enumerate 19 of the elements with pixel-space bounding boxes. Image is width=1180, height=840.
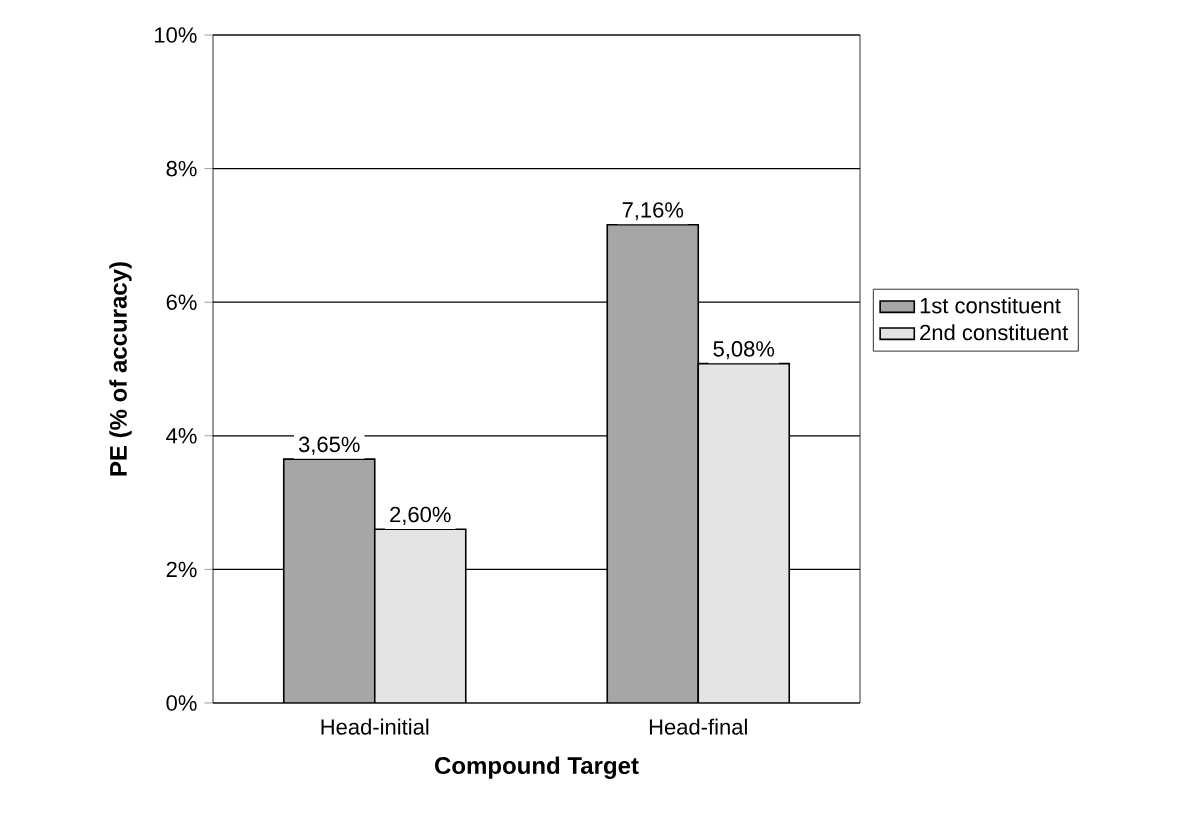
data-label: 3,65%: [298, 436, 360, 455]
data-label: 7,16%: [622, 202, 684, 221]
x-tick-label: Head-initial: [321, 718, 429, 735]
y-tick-label: 4%: [166, 428, 197, 444]
legend-label: 2nd constituent: [920, 324, 1069, 341]
legend-label: 1st constituent: [920, 297, 1061, 314]
x-tick-label: Head-final: [649, 718, 747, 735]
y-tick-label: 0%: [166, 695, 197, 711]
y-axis-title: PE (% of accuracy): [109, 262, 132, 476]
bar: [606, 223, 700, 703]
y-tick-label: 10%: [155, 27, 197, 43]
data-label: 2,60%: [390, 506, 451, 525]
y-tick-label: 6%: [166, 294, 197, 310]
x-axis-title: Compound Target: [435, 756, 639, 779]
data-label: 5,08%: [713, 341, 775, 360]
bar: [697, 362, 791, 703]
bar: [373, 528, 467, 703]
y-tick-label: 8%: [166, 160, 197, 177]
y-tick-label: 2%: [166, 561, 197, 578]
